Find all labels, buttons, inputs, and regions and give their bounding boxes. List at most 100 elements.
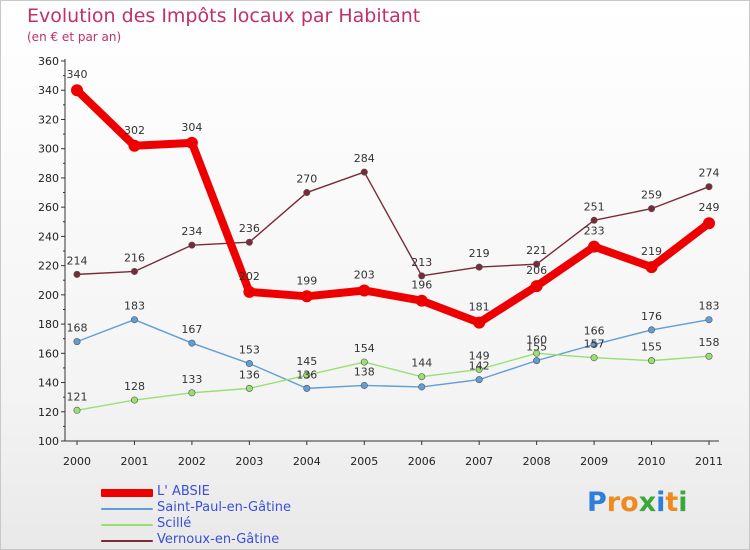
data-point xyxy=(245,384,253,392)
data-point xyxy=(243,285,256,298)
y-tick-label: 260 xyxy=(38,201,59,214)
y-tick-label: 220 xyxy=(38,260,59,273)
legend-swatch xyxy=(101,540,153,542)
data-point xyxy=(590,216,598,224)
data-label: 145 xyxy=(296,355,317,368)
data-label: 167 xyxy=(181,323,202,336)
data-label: 304 xyxy=(181,121,202,134)
legend-item: Vernoux-en-Gâtine xyxy=(101,532,361,549)
legend-label: Scillé xyxy=(157,516,192,531)
data-point xyxy=(73,338,81,346)
series-1 xyxy=(73,316,713,392)
data-label: 259 xyxy=(641,189,662,202)
data-label: 236 xyxy=(239,222,260,235)
data-point xyxy=(73,270,81,278)
data-label: 202 xyxy=(239,270,260,283)
legend-item: L' ABSIE xyxy=(101,484,361,501)
data-label: 234 xyxy=(181,225,202,238)
x-tick-label: 2005 xyxy=(350,455,378,468)
data-label: 270 xyxy=(296,173,317,186)
y-tick-label: 300 xyxy=(38,143,59,156)
y-tick-label: 240 xyxy=(38,230,59,243)
data-label: 158 xyxy=(699,336,720,349)
legend-swatch xyxy=(101,489,153,497)
data-label: 302 xyxy=(124,124,145,137)
data-label: 221 xyxy=(526,244,547,257)
x-tick-label: 2010 xyxy=(638,455,666,468)
data-label: 284 xyxy=(354,152,375,165)
data-point xyxy=(418,373,426,381)
data-point xyxy=(188,389,196,397)
data-label: 176 xyxy=(641,310,662,323)
data-point xyxy=(300,290,313,303)
data-label: 121 xyxy=(67,390,88,403)
data-point xyxy=(303,371,311,379)
data-label: 155 xyxy=(526,341,547,354)
data-point xyxy=(360,358,368,366)
data-label: 233 xyxy=(584,225,605,238)
x-tick-label: 2009 xyxy=(580,455,608,468)
logo-letter: t xyxy=(665,487,679,518)
x-tick-label: 2000 xyxy=(63,455,91,468)
data-point xyxy=(245,238,253,246)
data-point xyxy=(705,316,713,324)
data-point xyxy=(130,267,138,275)
data-point xyxy=(188,339,196,347)
y-tick-label: 200 xyxy=(38,289,59,302)
x-tick-label: 2011 xyxy=(695,455,723,468)
legend-item: Saint-Paul-en-Gâtine xyxy=(101,500,361,517)
legend-label: Vernoux-en-Gâtine xyxy=(157,532,280,547)
data-point xyxy=(645,261,658,274)
data-point xyxy=(415,294,428,307)
data-point xyxy=(648,326,656,334)
data-label: 168 xyxy=(67,322,88,335)
y-tick-label: 320 xyxy=(38,113,59,126)
data-label: 251 xyxy=(584,200,605,213)
data-point xyxy=(185,136,198,149)
y-tick-label: 340 xyxy=(38,84,59,97)
proxiti-logo: Proxiti xyxy=(587,487,688,518)
y-tick-label: 100 xyxy=(38,435,59,448)
data-label: 154 xyxy=(354,342,375,355)
data-point xyxy=(128,139,141,152)
data-point xyxy=(303,189,311,197)
data-label: 128 xyxy=(124,380,145,393)
data-point xyxy=(648,357,656,365)
x-tick-label: 2008 xyxy=(523,455,551,468)
data-point xyxy=(475,263,483,271)
series-0 xyxy=(71,84,715,329)
data-label: 157 xyxy=(584,338,605,351)
data-label: 149 xyxy=(469,349,490,362)
logo-letter: o xyxy=(620,487,639,518)
legend-label: Saint-Paul-en-Gâtine xyxy=(157,500,292,515)
data-point xyxy=(130,316,138,324)
data-label: 160 xyxy=(526,333,547,346)
data-point xyxy=(475,376,483,384)
data-point xyxy=(475,365,483,373)
data-point xyxy=(418,383,426,391)
data-point xyxy=(358,284,371,297)
data-label: 213 xyxy=(411,256,432,269)
data-label: 219 xyxy=(469,247,490,260)
data-point xyxy=(245,360,253,368)
y-tick-label: 360 xyxy=(38,55,59,68)
data-label: 206 xyxy=(526,264,547,277)
data-label: 155 xyxy=(641,341,662,354)
chart-subtitle: (en € et par an) xyxy=(27,30,122,44)
data-point xyxy=(590,341,598,349)
logo-letter: i xyxy=(678,487,688,518)
logo-letter: r xyxy=(606,487,621,518)
data-label: 181 xyxy=(469,301,490,314)
legend-item: Scillé xyxy=(101,516,361,533)
data-point xyxy=(703,217,715,230)
legend-swatch xyxy=(101,508,153,510)
data-label: 142 xyxy=(469,360,490,373)
data-label: 249 xyxy=(699,201,720,214)
data-point xyxy=(705,183,713,191)
data-label: 199 xyxy=(296,274,317,287)
data-label: 214 xyxy=(67,254,88,267)
y-tick-label: 120 xyxy=(38,406,59,419)
data-point xyxy=(533,357,541,365)
